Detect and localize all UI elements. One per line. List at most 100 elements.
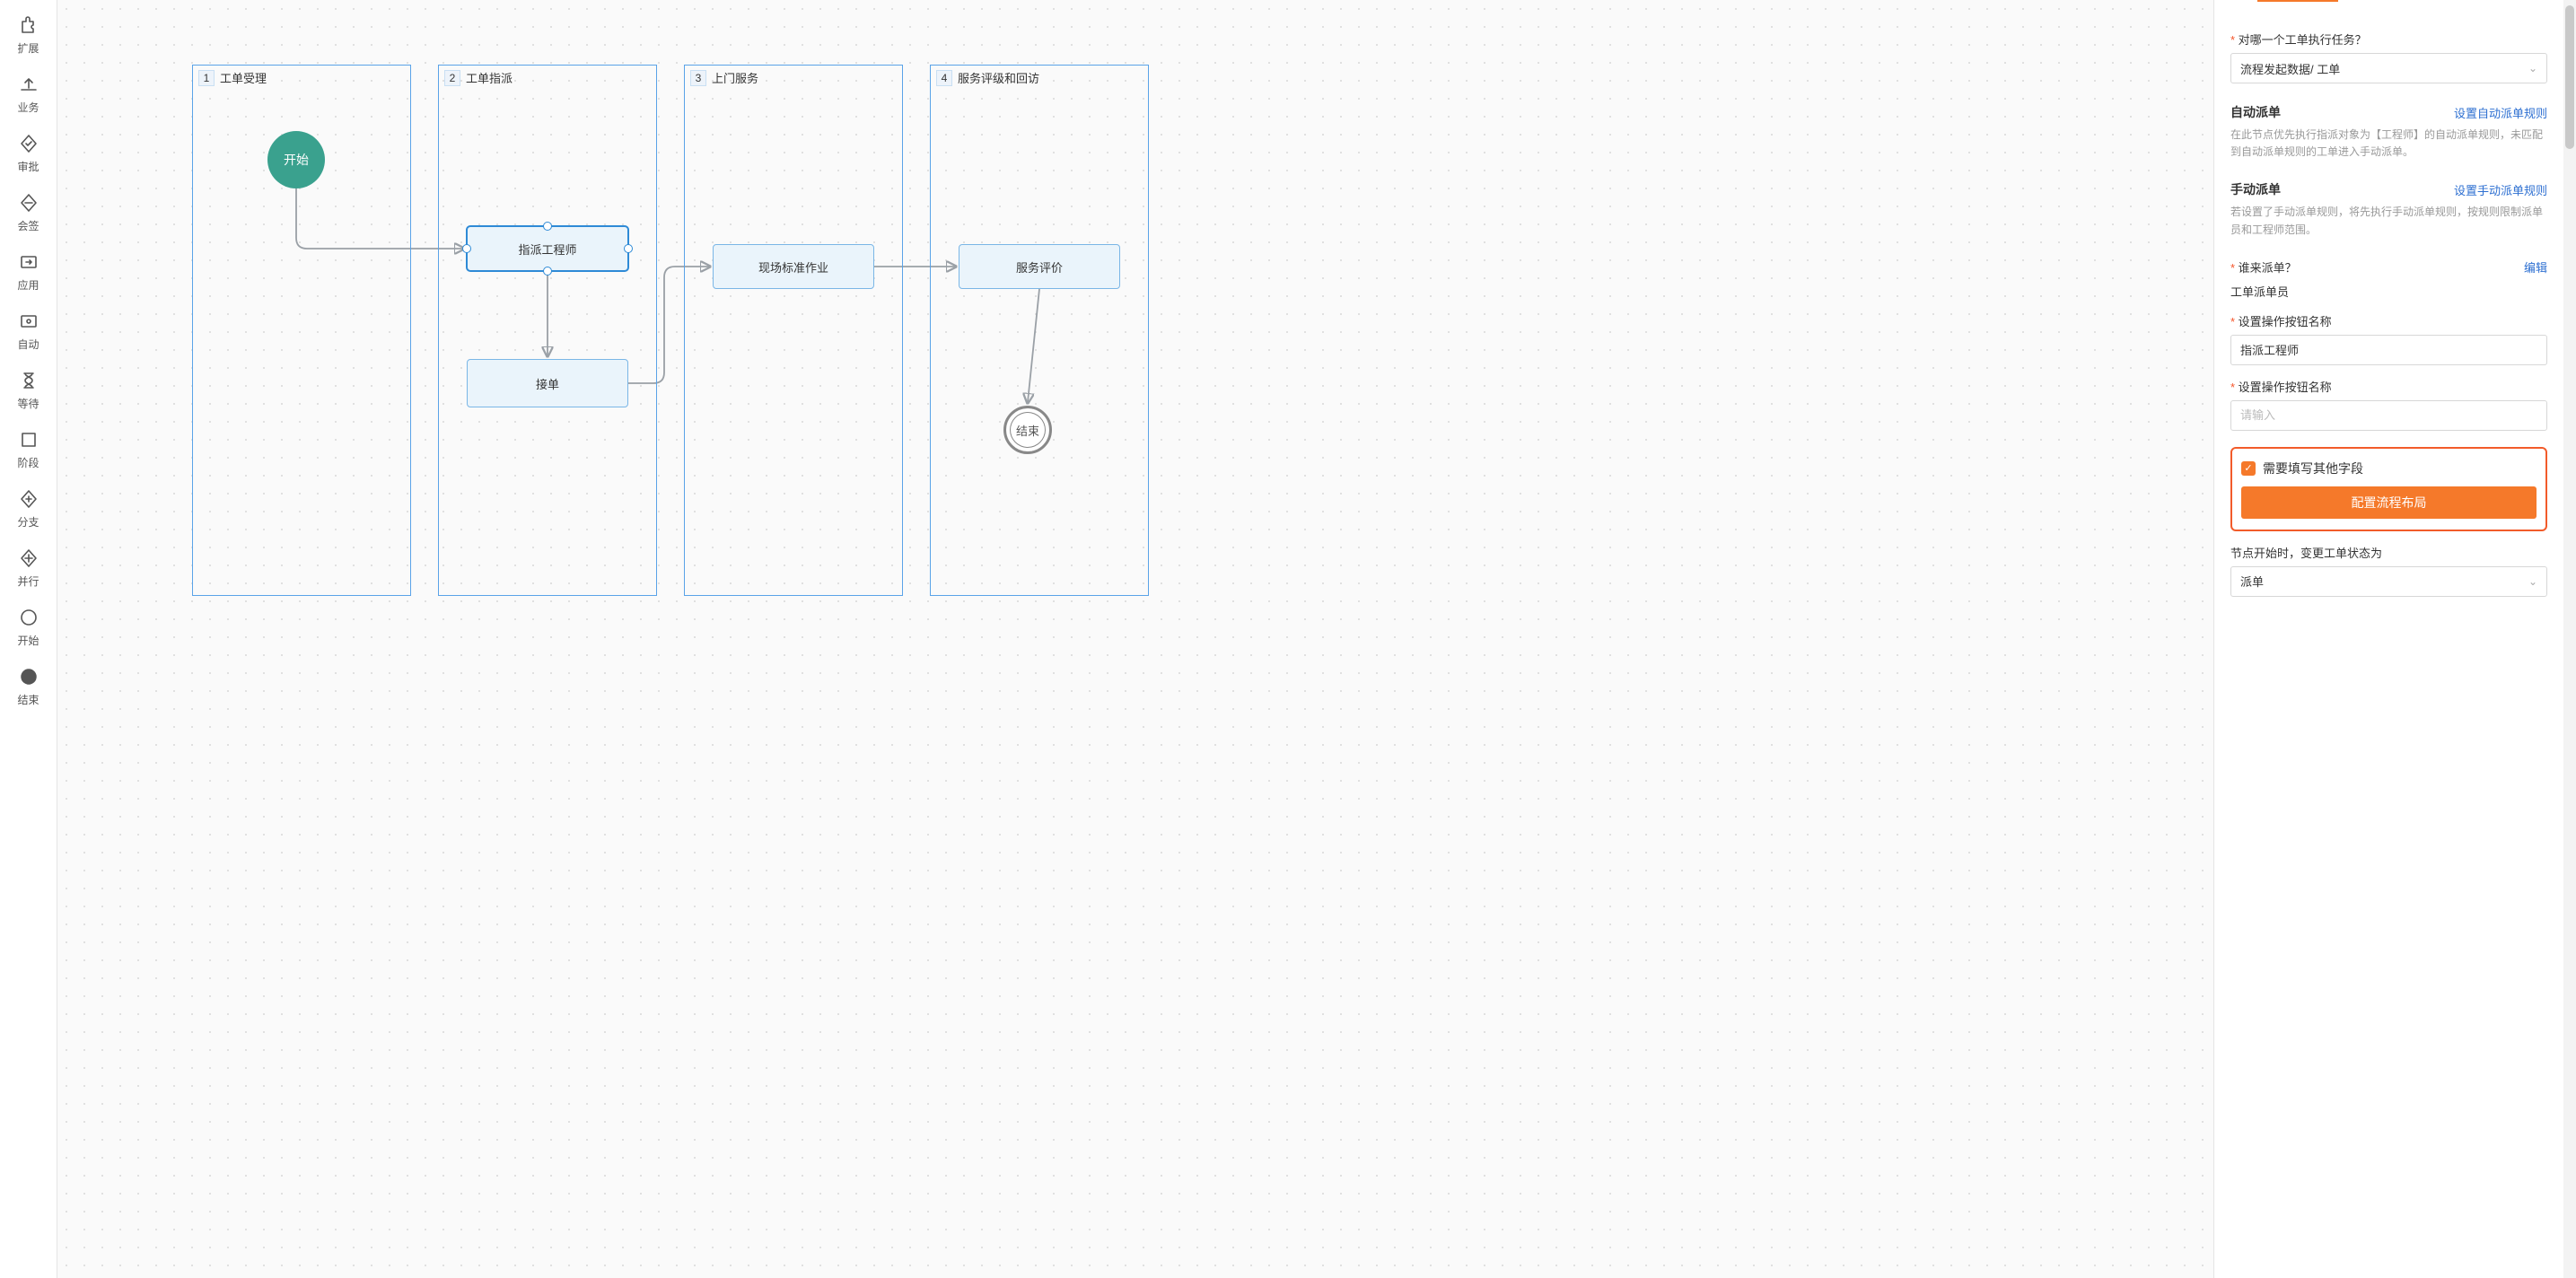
manual-dispatch-link[interactable]: 设置手动派单规则 bbox=[2454, 181, 2547, 198]
tool-puzzle[interactable]: 扩展 bbox=[0, 7, 57, 59]
stage-header: 1 工单受理 bbox=[193, 66, 410, 90]
node-label: 指派工程师 bbox=[518, 241, 576, 258]
button-name-2-field: 设置操作按钮名称 bbox=[2230, 378, 2547, 431]
button-name-1-label: 设置操作按钮名称 bbox=[2230, 312, 2547, 329]
port-left[interactable] bbox=[462, 244, 471, 253]
task-for-select[interactable]: 流程发起数据/ 工单 ⌄ bbox=[2230, 53, 2547, 83]
chevron-down-icon: ⌄ bbox=[2528, 575, 2537, 588]
manual-dispatch-desc: 若设置了手动派单规则，将先执行手动派单规则，按规则限制派单员和工程师范围。 bbox=[2230, 204, 2547, 238]
stage-title: 服务评级和回访 bbox=[958, 69, 1039, 86]
stage-number: 2 bbox=[444, 70, 460, 86]
tool-label: 扩展 bbox=[17, 40, 39, 56]
flow-canvas[interactable]: 1 工单受理 2 工单指派 3 上门服务 4 bbox=[57, 0, 2213, 1278]
tool-label: 结束 bbox=[17, 692, 39, 707]
tool-label: 自动 bbox=[17, 337, 39, 352]
node-label: 接单 bbox=[536, 375, 559, 392]
tool-circle[interactable]: 开始 bbox=[0, 600, 57, 652]
branch-icon bbox=[18, 488, 39, 512]
node-rate[interactable]: 服务评价 bbox=[959, 244, 1120, 289]
stage-title: 工单指派 bbox=[466, 69, 513, 86]
start-node[interactable]: 开始 bbox=[267, 131, 325, 188]
window-scrollbar[interactable] bbox=[2563, 0, 2576, 1278]
auto-dispatch-title: 自动派单 bbox=[2230, 103, 2281, 121]
chevron-down-icon: ⌄ bbox=[2528, 62, 2537, 74]
button-name-2-label: 设置操作按钮名称 bbox=[2230, 378, 2547, 395]
stage-4[interactable]: 4 服务评级和回访 bbox=[930, 65, 1149, 596]
port-top[interactable] bbox=[543, 222, 552, 231]
status-change-select[interactable]: 派单 ⌄ bbox=[2230, 566, 2547, 597]
status-change-value: 派单 bbox=[2240, 573, 2264, 590]
tool-diamond[interactable]: 审批 bbox=[0, 126, 57, 178]
target-icon bbox=[18, 311, 39, 335]
button-name-2-input[interactable] bbox=[2230, 400, 2547, 431]
arrow-r-icon bbox=[18, 251, 39, 276]
tool-label: 业务 bbox=[17, 100, 39, 115]
stage-number: 3 bbox=[690, 70, 706, 86]
button-name-1-input[interactable] bbox=[2230, 335, 2547, 365]
tool-tag[interactable]: 会签 bbox=[0, 185, 57, 237]
side-panel: 对哪一个工单执行任务？ 流程发起数据/ 工单 ⌄ 自动派单 设置自动派单规则 在… bbox=[2213, 0, 2563, 1278]
manual-dispatch-title: 手动派单 bbox=[2230, 180, 2281, 198]
stage-header: 3 上门服务 bbox=[685, 66, 902, 90]
tool-upload[interactable]: 业务 bbox=[0, 66, 57, 118]
who-dispatch-section: 谁来派单？ 编辑 工单派单员 bbox=[2230, 258, 2547, 300]
tool-label: 并行 bbox=[17, 573, 39, 589]
stage-header: 2 工单指派 bbox=[439, 66, 656, 90]
puzzle-icon bbox=[18, 14, 39, 39]
end-node[interactable]: 结束 bbox=[1003, 406, 1052, 454]
tool-label: 分支 bbox=[17, 514, 39, 530]
stage-number: 4 bbox=[936, 70, 952, 86]
parallel-icon bbox=[18, 547, 39, 572]
tool-label: 阶段 bbox=[17, 455, 39, 470]
tool-parallel[interactable]: 并行 bbox=[0, 540, 57, 592]
auto-dispatch-link[interactable]: 设置自动派单规则 bbox=[2454, 104, 2547, 121]
panel-tab-indicator bbox=[2230, 0, 2547, 2]
node-label: 现场标准作业 bbox=[758, 258, 828, 276]
configure-layout-button[interactable]: 配置流程布局 bbox=[2241, 486, 2537, 519]
who-dispatch-edit-link[interactable]: 编辑 bbox=[2524, 258, 2547, 276]
upload-icon bbox=[18, 74, 39, 98]
square-icon bbox=[18, 429, 39, 453]
tool-target[interactable]: 自动 bbox=[0, 303, 57, 355]
button-name-1-field: 设置操作按钮名称 bbox=[2230, 312, 2547, 365]
stage-header: 4 服务评级和回访 bbox=[931, 66, 1148, 90]
circle-icon bbox=[18, 607, 39, 631]
highlight-box: ✓ 需要填写其他字段 配置流程布局 bbox=[2230, 447, 2547, 531]
node-label: 服务评价 bbox=[1016, 258, 1063, 276]
status-change-label: 节点开始时，变更工单状态为 bbox=[2230, 544, 2547, 561]
stage-2[interactable]: 2 工单指派 bbox=[438, 65, 657, 596]
tool-square[interactable]: 阶段 bbox=[0, 422, 57, 474]
tool-label: 等待 bbox=[17, 396, 39, 411]
diamond-icon bbox=[18, 133, 39, 157]
task-for-value: 流程发起数据/ 工单 bbox=[2240, 60, 2340, 77]
tag-icon bbox=[18, 192, 39, 216]
scrollbar-thumb[interactable] bbox=[2565, 5, 2574, 149]
tool-label: 审批 bbox=[17, 159, 39, 174]
circle-f-icon bbox=[18, 666, 39, 690]
tool-branch[interactable]: 分支 bbox=[0, 481, 57, 533]
port-bottom[interactable] bbox=[543, 267, 552, 276]
auto-dispatch-section: 自动派单 设置自动派单规则 在此节点优先执行指派对象为【工程师】的自动派单规则，… bbox=[2230, 103, 2547, 161]
stage-title: 上门服务 bbox=[712, 69, 758, 86]
tool-hourglass[interactable]: 等待 bbox=[0, 363, 57, 415]
stage-title: 工单受理 bbox=[220, 69, 267, 86]
need-other-fields-label: 需要填写其他字段 bbox=[2263, 460, 2363, 477]
manual-dispatch-section: 手动派单 设置手动派单规则 若设置了手动派单规则，将先执行手动派单规则，按规则限… bbox=[2230, 180, 2547, 238]
tool-circle-f[interactable]: 结束 bbox=[0, 659, 57, 711]
stage-number: 1 bbox=[198, 70, 215, 86]
stage-3[interactable]: 3 上门服务 bbox=[684, 65, 903, 596]
port-right[interactable] bbox=[624, 244, 633, 253]
tool-label: 开始 bbox=[17, 633, 39, 648]
tool-label: 会签 bbox=[17, 218, 39, 233]
status-change-field: 节点开始时，变更工单状态为 派单 ⌄ bbox=[2230, 544, 2547, 597]
auto-dispatch-desc: 在此节点优先执行指派对象为【工程师】的自动派单规则，未匹配到自动派单规则的工单进… bbox=[2230, 127, 2547, 161]
task-for-label: 对哪一个工单执行任务？ bbox=[2230, 31, 2547, 48]
left-toolbar: 扩展 业务 审批 会签 应用 自动 等待 阶段 分支 并行 bbox=[0, 0, 57, 1278]
tool-label: 应用 bbox=[17, 277, 39, 293]
tool-arrow-r[interactable]: 应用 bbox=[0, 244, 57, 296]
who-dispatch-label: 谁来派单？ bbox=[2230, 258, 2297, 276]
node-assign[interactable]: 指派工程师 bbox=[467, 226, 628, 271]
node-accept[interactable]: 接单 bbox=[467, 359, 628, 407]
node-onsite[interactable]: 现场标准作业 bbox=[713, 244, 874, 289]
need-other-fields-checkbox[interactable]: ✓ bbox=[2241, 461, 2256, 476]
